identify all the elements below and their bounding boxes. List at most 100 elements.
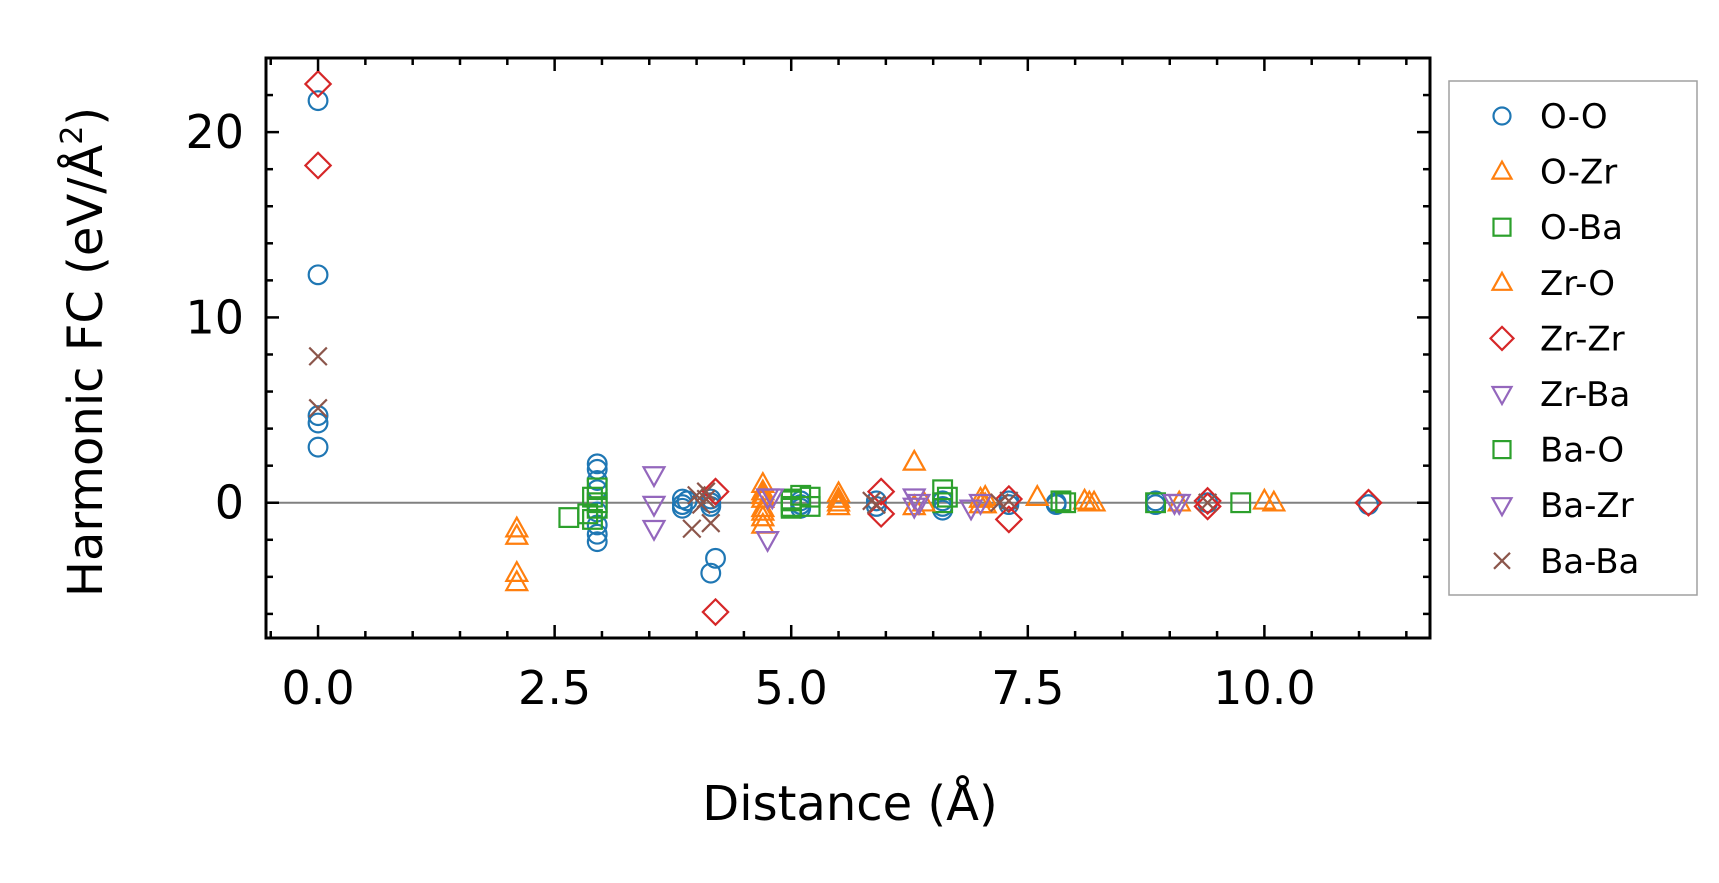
data-point (586, 477, 608, 499)
x-tick-label: 2.5 (518, 661, 591, 715)
y-axis-label-superscript: 2 (55, 126, 90, 145)
data-point (586, 497, 608, 519)
data-point (994, 505, 1024, 534)
data-point (750, 498, 776, 521)
data-point (826, 480, 851, 503)
y-tick-label: 10 (185, 290, 244, 344)
data-point (504, 559, 530, 582)
data-point (641, 466, 667, 489)
data-point (696, 489, 716, 509)
legend-item: Ba-Zr (1490, 486, 1634, 526)
legend-marker (1490, 385, 1514, 407)
data-point (558, 507, 580, 529)
data-point (780, 497, 802, 519)
series-o-zr (504, 448, 1287, 592)
legend-item: Ba-Ba (1493, 542, 1639, 582)
data-point (750, 504, 776, 527)
data-point (1354, 488, 1383, 517)
data-point (700, 562, 722, 584)
data-point (866, 495, 886, 515)
x-tick-label: 7.5 (991, 661, 1064, 715)
data-point (999, 491, 1019, 511)
data-point (1230, 492, 1252, 514)
series-ba-ba (308, 346, 1218, 539)
data-point (307, 405, 329, 427)
data-point (1252, 487, 1277, 510)
legend-item: Zr-O (1490, 264, 1615, 304)
data-point (504, 522, 530, 545)
y-axis-label-close: ) (58, 107, 114, 126)
legend-label: O-Ba (1540, 208, 1623, 248)
plot-area: 0.0 2.5 5.0 7.5 10.0 0 10 20 (185, 56, 1432, 715)
data-point (901, 448, 927, 471)
series-ba-zr (759, 488, 1187, 516)
data-point (1166, 489, 1192, 512)
data-point (308, 398, 328, 418)
data-point (1055, 492, 1077, 514)
data-point (682, 519, 702, 539)
x-tick-label: 5.0 (755, 661, 828, 715)
data-point (307, 412, 329, 434)
data-point (901, 497, 927, 520)
data-point (586, 453, 608, 475)
data-point (1193, 492, 1222, 521)
y-axis-label-main: Harmonic FC (eV/Å (57, 145, 114, 598)
legend-marker (1492, 440, 1512, 460)
data-point (958, 499, 984, 522)
data-point (504, 515, 530, 538)
data-point (641, 519, 667, 542)
data-point (906, 493, 932, 516)
legend-label: Ba-Ba (1540, 542, 1639, 582)
legend-marker (1492, 217, 1512, 237)
y-tick-label: 20 (185, 105, 244, 159)
data-point (307, 90, 329, 112)
data-point (586, 531, 608, 553)
data-point (303, 69, 333, 99)
data-point (1162, 493, 1187, 516)
legend-marker (1488, 325, 1516, 352)
series-zr-zr (303, 69, 1383, 627)
data-point (994, 484, 1024, 514)
x-tick-label: 0.0 (281, 661, 354, 715)
legend-label: Zr-Ba (1540, 375, 1630, 415)
legend-label: Zr-O (1540, 264, 1615, 304)
y-tick-label: 0 (215, 476, 244, 530)
data-point (307, 264, 329, 286)
legend-marker (1492, 106, 1512, 126)
x-tick-label: 10.0 (1213, 661, 1315, 715)
legend-label: O-Zr (1540, 153, 1617, 193)
data-markers (303, 69, 1383, 627)
data-point (932, 492, 954, 514)
axis-ticks (266, 56, 1430, 638)
data-point (504, 569, 530, 592)
legend: O-O O-Zr O-Ba Zr-O Zr-Zr Zr-Ba Ba-O Ba-Zr Ba-Ba (1448, 80, 1698, 596)
legend-item: Zr-Ba (1490, 375, 1630, 415)
legend-item: Zr-Zr (1488, 319, 1625, 359)
data-point (705, 547, 726, 569)
tick-labels: 0.0 2.5 5.0 7.5 10.0 0 10 20 (185, 105, 1315, 715)
data-point (1261, 489, 1287, 512)
data-point (307, 436, 329, 458)
y-axis-label: Harmonic FC (eV/Å2) (55, 107, 114, 597)
legend-label: Ba-Zr (1540, 486, 1634, 526)
legend-marker (1490, 497, 1514, 518)
data-point (303, 151, 333, 180)
data-point (582, 508, 603, 530)
legend-marker (1493, 552, 1511, 570)
data-point (1198, 493, 1218, 513)
data-point (701, 513, 721, 533)
data-point (755, 530, 780, 554)
data-point (936, 486, 958, 508)
data-point (866, 477, 896, 506)
plot-frame (264, 56, 1432, 640)
data-point (586, 523, 608, 545)
legend-label: Ba-O (1540, 431, 1624, 471)
data-point (759, 488, 785, 511)
legend-item: O-O (1492, 97, 1608, 137)
data-point (696, 482, 716, 502)
data-point (998, 494, 1020, 516)
data-point (826, 493, 851, 516)
legend-item: O-Ba (1492, 208, 1623, 248)
legend-label: Zr-Zr (1540, 319, 1625, 359)
